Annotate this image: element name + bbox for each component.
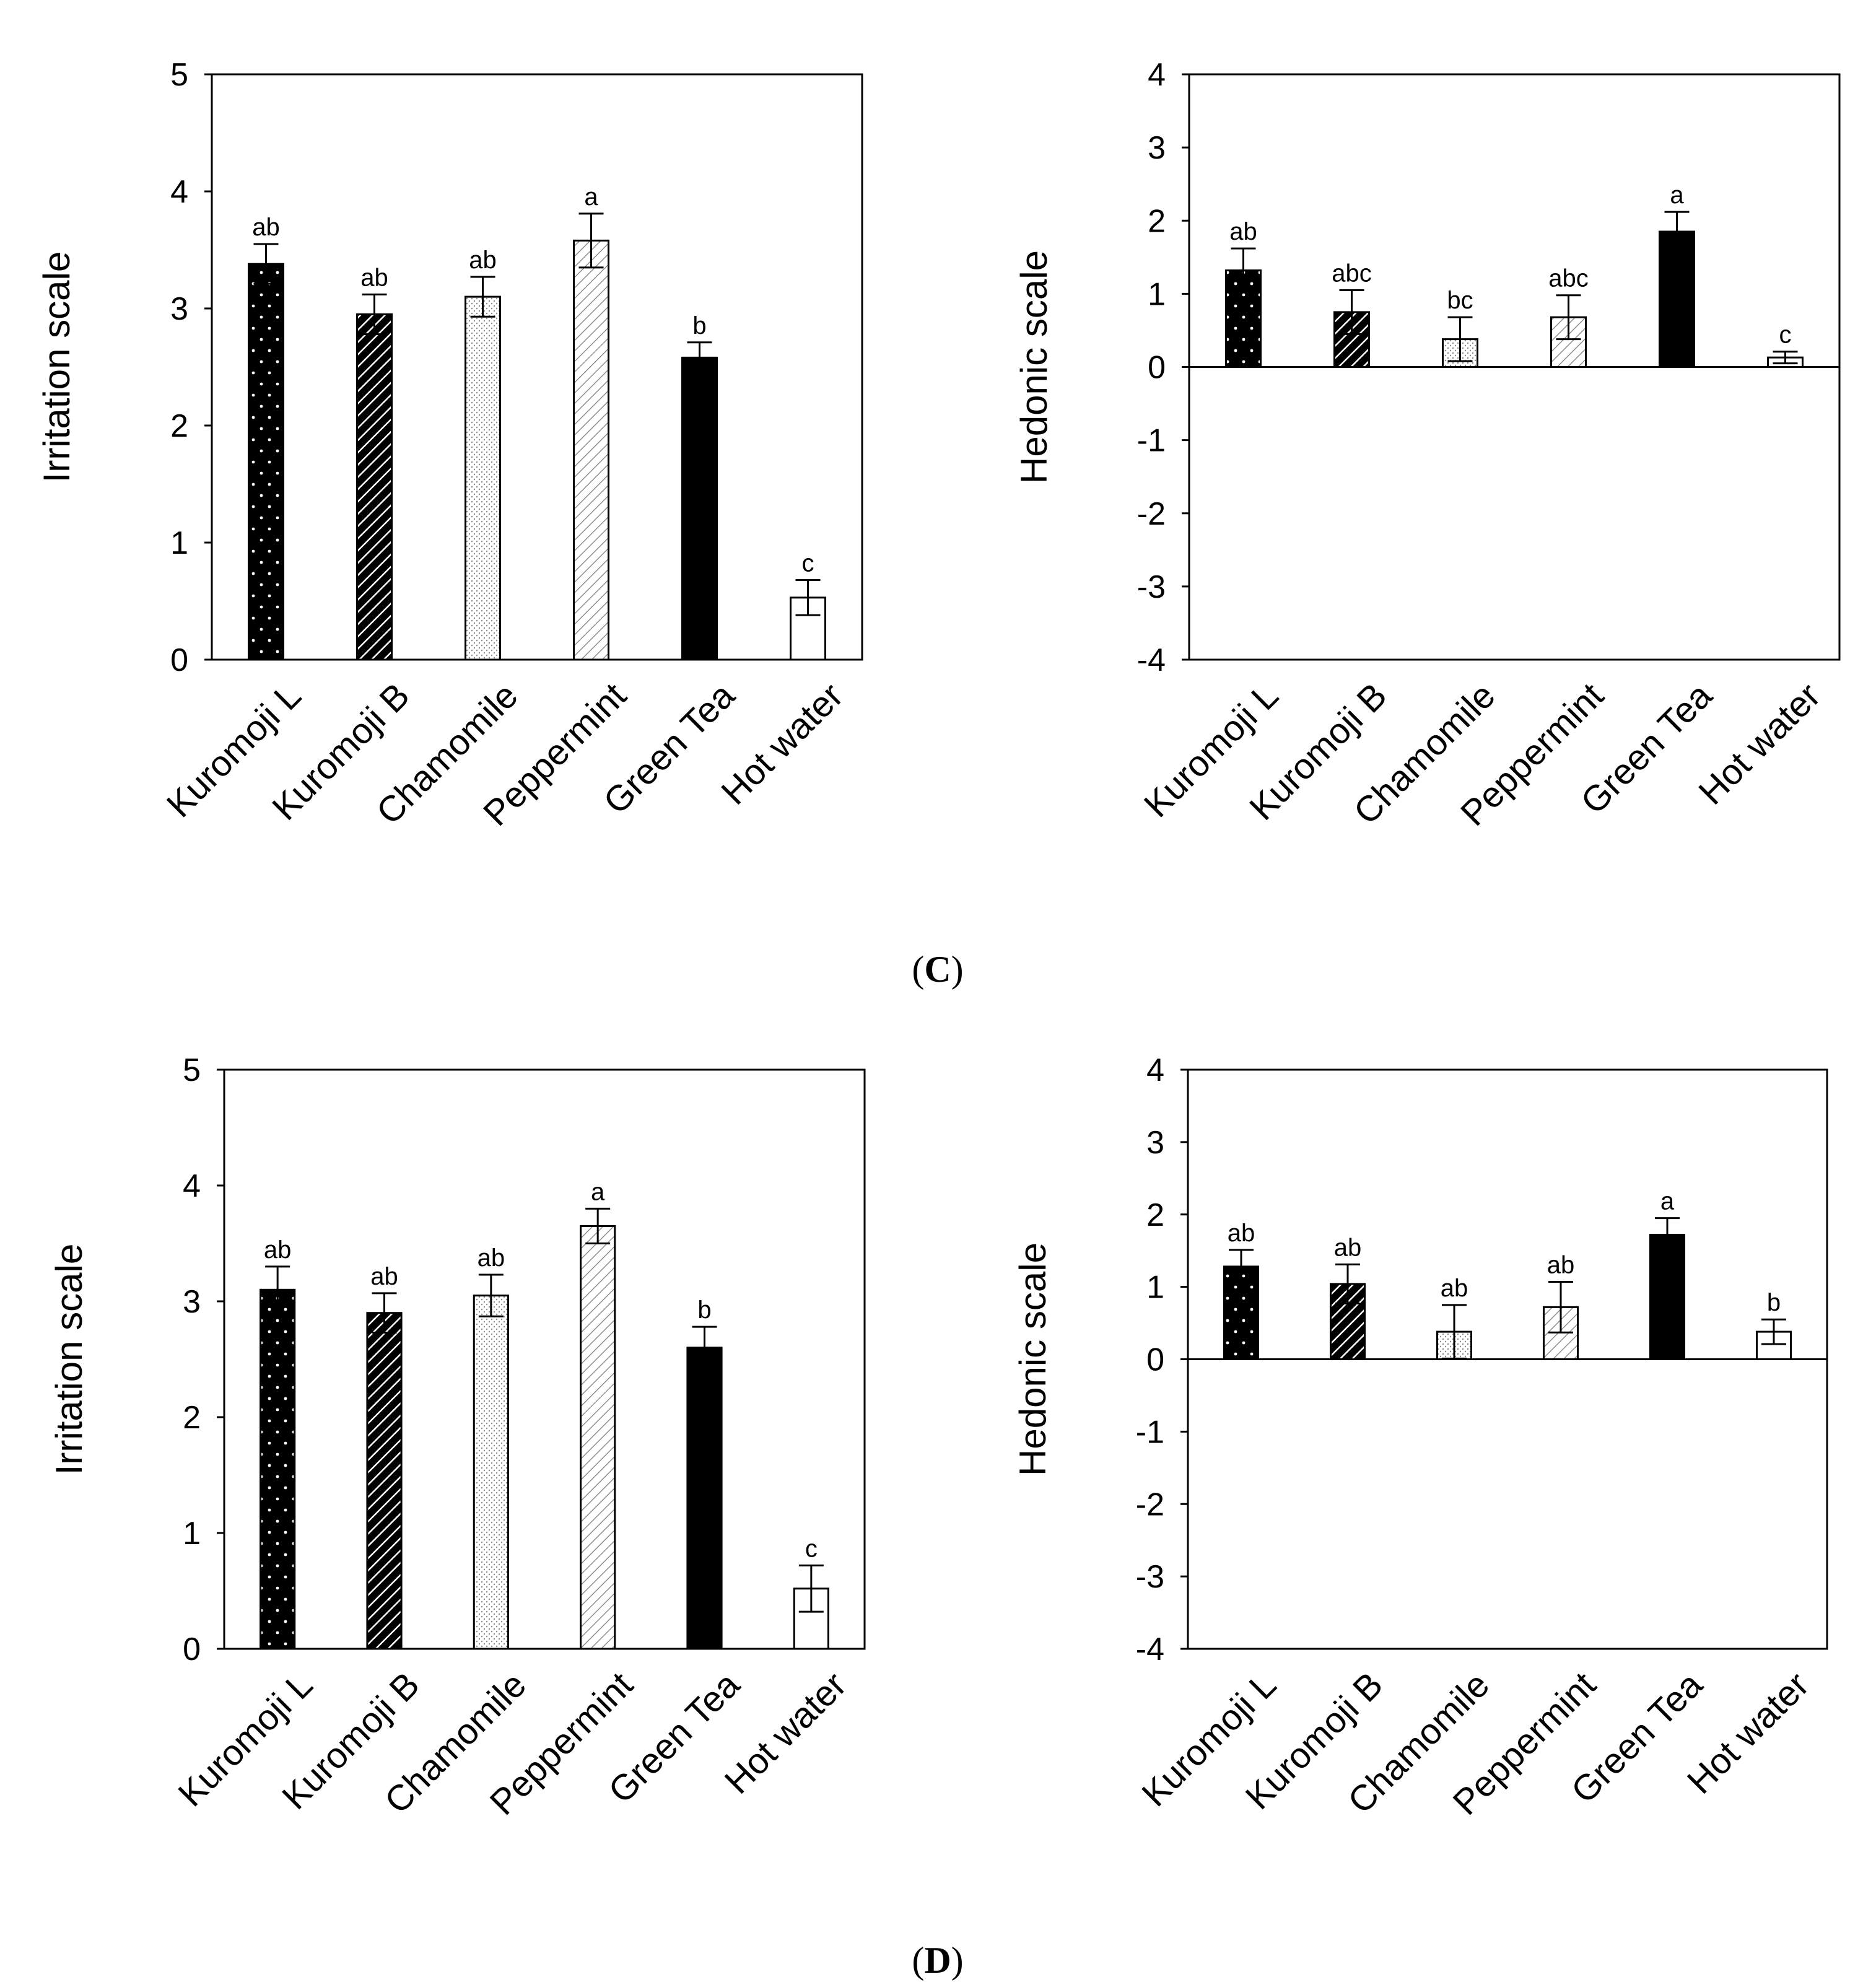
bar-green-tea [681, 356, 718, 661]
significance-label: ab [1334, 1234, 1362, 1261]
y-tick-label: 0 [183, 1631, 201, 1667]
y-tick-label: 0 [1146, 1342, 1164, 1378]
bar-green-tea [1649, 1233, 1686, 1360]
bar-kuromoji-b [366, 1312, 403, 1650]
plot-area [211, 73, 863, 661]
significance-label: c [1779, 321, 1792, 349]
bar-peppermint [573, 239, 609, 661]
panel-label-c: (C) [912, 949, 963, 990]
y-axis-title: Hedonic scale [1012, 1242, 1054, 1476]
significance-label: a [584, 183, 598, 211]
significance-label: ab [1229, 218, 1257, 245]
significance-label: b [1767, 1289, 1781, 1316]
panel-label-d: (D) [912, 1940, 963, 1981]
bar-kuromoji-l [260, 1288, 296, 1650]
bar-kuromoji-l [248, 263, 284, 661]
significance-label: bc [1447, 287, 1473, 314]
significance-label: c [802, 549, 814, 577]
y-tick-label: 2 [1148, 203, 1166, 239]
significance-label: abc [1548, 265, 1589, 292]
bar-peppermint [580, 1225, 616, 1650]
y-tick-label: 1 [1146, 1270, 1164, 1306]
significance-label: a [591, 1178, 605, 1205]
y-tick-label: 2 [170, 408, 188, 444]
significance-label: a [1670, 181, 1684, 209]
y-axis-title: Irritation scale [36, 251, 77, 483]
y-axis-title: Hedonic scale [1013, 250, 1055, 484]
y-tick-label: 3 [1146, 1125, 1164, 1161]
bar-kuromoji-b [356, 313, 393, 661]
significance-label: c [805, 1535, 818, 1562]
significance-label: ab [1547, 1251, 1575, 1278]
y-tick-label: -4 [1136, 1631, 1164, 1667]
significance-label: ab [264, 1236, 292, 1264]
y-tick-label: 4 [1148, 57, 1166, 93]
y-tick-label: -1 [1137, 423, 1166, 459]
y-tick-label: 5 [183, 1052, 201, 1088]
y-tick-label: 4 [183, 1168, 201, 1204]
y-tick-label: -3 [1136, 1559, 1164, 1595]
significance-label: b [697, 1296, 711, 1324]
y-tick-label: 3 [1148, 130, 1166, 166]
y-tick-label: 4 [1146, 1052, 1164, 1088]
significance-label: ab [360, 264, 388, 291]
y-axis-title: Irritation scale [48, 1244, 90, 1475]
y-tick-label: -2 [1136, 1487, 1164, 1522]
y-tick-label: 4 [170, 174, 188, 210]
y-tick-label: 1 [170, 525, 188, 561]
significance-label: b [692, 312, 706, 339]
y-tick-label: 5 [170, 57, 188, 93]
y-tick-label: 1 [183, 1516, 201, 1552]
y-tick-label: -4 [1137, 642, 1166, 678]
y-tick-label: 3 [170, 291, 188, 327]
significance-label: a [1660, 1188, 1675, 1215]
significance-label: ab [1441, 1275, 1468, 1302]
significance-label: abc [1332, 260, 1372, 287]
y-tick-label: 1 [1148, 276, 1166, 312]
significance-label: ab [370, 1263, 398, 1290]
significance-label: ab [252, 214, 280, 241]
y-tick-label: 0 [170, 642, 188, 678]
y-tick-label: -3 [1137, 569, 1166, 605]
y-tick-label: -1 [1136, 1414, 1164, 1450]
y-tick-label: 3 [183, 1284, 201, 1320]
significance-label: ab [469, 247, 497, 274]
bar-chamomile [465, 295, 501, 661]
significance-label: ab [1228, 1220, 1255, 1247]
plot-area [223, 1068, 866, 1650]
y-tick-label: 0 [1148, 350, 1166, 386]
y-tick-label: -2 [1137, 496, 1166, 532]
bar-chamomile [473, 1295, 509, 1650]
bar-green-tea [686, 1347, 723, 1650]
y-tick-label: 2 [1146, 1197, 1164, 1233]
y-tick-label: 2 [183, 1400, 201, 1436]
significance-label: ab [478, 1244, 505, 1272]
